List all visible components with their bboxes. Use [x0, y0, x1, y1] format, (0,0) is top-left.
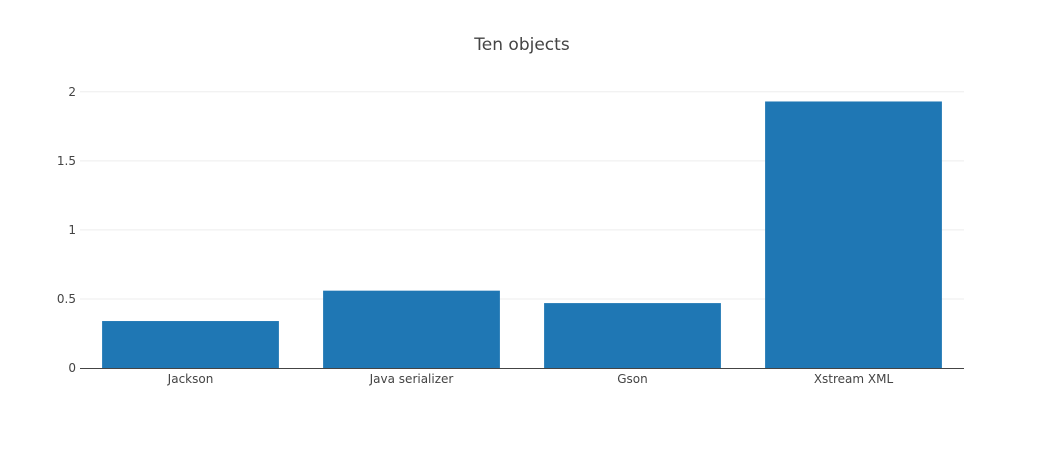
y-tick-label: 2 — [68, 85, 76, 99]
y-tick-label: 0.5 — [57, 292, 76, 306]
x-tick-label: Jackson — [167, 372, 214, 386]
x-tick-label: Gson — [617, 372, 648, 386]
bar-gson[interactable] — [544, 303, 721, 368]
y-tick-label: 0 — [68, 361, 76, 375]
x-tick-label: Java serializer — [369, 372, 454, 386]
bar-java-serializer[interactable] — [323, 290, 500, 368]
bar-xstream-xml[interactable] — [765, 101, 942, 368]
x-axis-ticks: Jackson Java serializer Gson Xstream XML — [167, 372, 894, 386]
y-tick-label: 1.5 — [57, 154, 76, 168]
bars — [102, 101, 942, 368]
x-tick-label: Xstream XML — [814, 372, 894, 386]
y-axis-ticks: 0 0.5 1 1.5 2 — [57, 85, 76, 375]
y-tick-label: 1 — [68, 223, 76, 237]
chart-title: Ten objects — [473, 35, 570, 55]
bar-jackson[interactable] — [102, 321, 279, 368]
